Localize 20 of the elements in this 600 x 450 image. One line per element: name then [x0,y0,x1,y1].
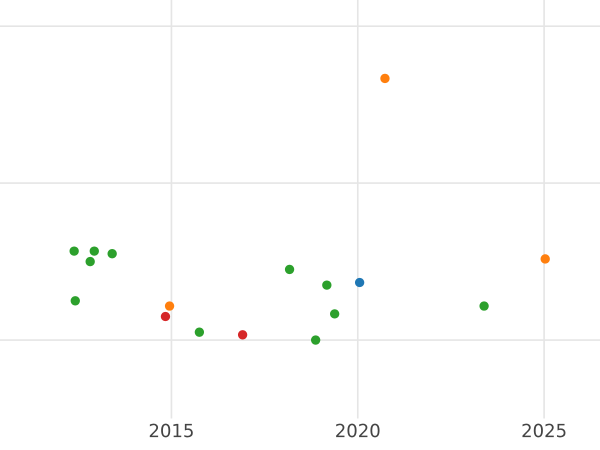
point [322,280,332,290]
point [86,256,95,266]
point [70,246,79,256]
point [540,254,550,264]
x-tick-label: 2020 [336,424,380,438]
point [108,249,117,258]
point [70,296,80,306]
point [284,264,294,274]
point [90,246,99,256]
point [479,301,489,311]
point [164,301,174,311]
point [310,335,320,345]
point [354,278,364,288]
point [330,309,340,319]
x-tick-label: 2015 [150,424,193,438]
point [380,74,390,84]
x-tick-label: 2025 [522,424,566,438]
point [194,328,204,337]
point [160,312,170,322]
point [238,330,248,340]
